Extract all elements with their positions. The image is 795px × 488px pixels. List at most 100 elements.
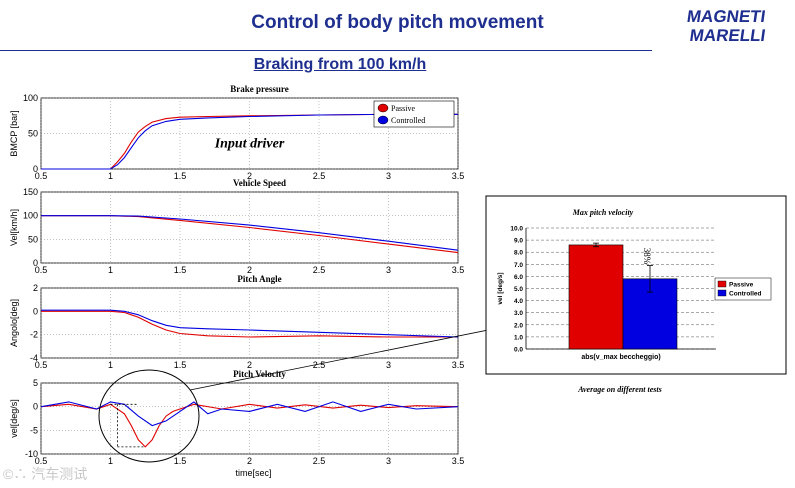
- x-tick-label: 2: [247, 265, 252, 275]
- legend-marker-passive: [377, 103, 389, 113]
- x-tick-label: 1.5: [174, 360, 187, 370]
- y-tick-label: 0: [33, 402, 38, 412]
- y-axis-label: BMCP [bar]: [9, 110, 19, 156]
- y-tick-label: -2: [30, 330, 38, 340]
- y-axis-label: Vel[km/h]: [9, 209, 19, 246]
- x-tick-label: 3.5: [452, 360, 465, 370]
- x-tick-label: 2.5: [313, 171, 326, 181]
- bar-y-tick-label: 1.0: [514, 334, 523, 341]
- x-tick-label: 0.5: [35, 360, 48, 370]
- bar-legend-box: [714, 277, 772, 301]
- bar-chart-title: Max pitch velocity: [572, 208, 634, 217]
- x-tick-label: 1.5: [174, 171, 187, 181]
- title-rule: [0, 50, 652, 51]
- y-tick-label: 0: [33, 164, 38, 174]
- y-tick-label: -10: [25, 449, 38, 459]
- bar-y-tick-label: 4.0: [514, 298, 523, 305]
- series-line-passive: [40, 403, 459, 448]
- plot-frame: [40, 382, 459, 455]
- legend-label-passive: Passive: [391, 104, 415, 113]
- bar-legend-marker-controlled: [717, 289, 727, 297]
- x-tick-label: 1: [108, 360, 113, 370]
- x-tick-label: 1: [108, 171, 113, 181]
- bar-y-tick-label: 5.0: [514, 286, 523, 293]
- legend-label-controlled: Controlled: [391, 116, 425, 125]
- x-tick-label: 0.5: [35, 265, 48, 275]
- bar-y-tick-label: 0.0: [514, 347, 523, 354]
- x-tick-label: 2: [247, 171, 252, 181]
- bar-legend-label-controlled: Controlled: [729, 291, 762, 298]
- y-tick-label: 50: [28, 129, 38, 139]
- bar-y-tick-label: 8.0: [514, 250, 523, 257]
- slide-subtitle: Braking from 100 km/h: [253, 56, 427, 73]
- y-tick-label: 5: [33, 378, 38, 388]
- bar-x-axis-label: abs(v_max beccheggio): [581, 354, 660, 361]
- x-tick-label: 1.5: [174, 265, 187, 275]
- bar-legend-marker-passive: [717, 280, 727, 288]
- bar-chart: Max pitch velocity 0.0 1.0 2.0 3.0 4.0 5.0 6.0 7…: [485, 195, 787, 394]
- y-tick-label: 100: [23, 93, 38, 103]
- y-tick-label: 0: [33, 258, 38, 268]
- x-tick-label: 2.5: [313, 456, 326, 466]
- magneti-marelli-logo: MAGNETI MARELLI: [686, 7, 767, 44]
- x-axis-label: time[sec]: [235, 468, 271, 478]
- bar-y-tick-label: 9.0: [514, 238, 523, 245]
- bar-legend-label-passive: Passive: [729, 282, 754, 289]
- x-tick-label: 3: [386, 456, 391, 466]
- series-line-controlled: [40, 401, 459, 427]
- x-tick-label: 3.5: [452, 456, 465, 466]
- y-axis-label: vel[deg/s]: [9, 399, 19, 438]
- y-tick-label: 2: [33, 283, 38, 293]
- x-tick-label: 3.5: [452, 265, 465, 275]
- bar-y-axis-label: vel [deg/s]: [497, 272, 504, 304]
- bar-y-tick-label: 10.0: [510, 226, 523, 233]
- watermark: ©∴ 汽车测试: [3, 466, 88, 482]
- legend-box: [373, 100, 455, 128]
- x-tick-label: 1.5: [174, 456, 187, 466]
- logo-line-1: MAGNETI: [686, 7, 767, 26]
- line-chart-1: 0.5 1 1.5 2 2.5 3 3.5 0 50 100 Brake pressure BMCP …: [9, 84, 464, 181]
- y-axis-label: Angolo[deg]: [9, 299, 19, 347]
- x-tick-label: 1: [108, 456, 113, 466]
- bar-y-tick-label: 3.0: [514, 310, 523, 317]
- chart-title: Pitch Velocity: [233, 369, 286, 379]
- line-chart-3: 0.5 1 1.5 2 2.5 3 3.5 -4 -2 0 2 Pitch Angle Angolo[d…: [9, 274, 464, 370]
- bar-chart-caption: Average on different tests: [577, 385, 661, 394]
- bar-y-tick-label: 7.0: [514, 262, 523, 269]
- x-tick-label: 3.5: [452, 171, 465, 181]
- highlight-circle: [98, 369, 200, 463]
- x-tick-label: 2: [247, 456, 252, 466]
- y-tick-label: 150: [23, 187, 38, 197]
- x-tick-label: 0.5: [35, 456, 48, 466]
- x-tick-label: 3: [386, 265, 391, 275]
- series-line-controlled: [41, 215, 459, 251]
- bar-y-tick-label: 6.0: [514, 274, 523, 281]
- chart-annotation: Input driver: [214, 137, 285, 152]
- chart-title: Vehicle Speed: [233, 178, 286, 188]
- x-tick-label: 3: [386, 360, 391, 370]
- chart-title: Pitch Angle: [237, 274, 281, 284]
- bar-y-tick-label: 2.0: [514, 322, 523, 329]
- x-tick-label: 1: [108, 265, 113, 275]
- slide-title: Control of body pitch movement: [251, 12, 544, 33]
- legend-marker-controlled: [377, 115, 389, 125]
- line-chart-2: 0.5 1 1.5 2 2.5 3 3.5 0 50 100 150 Vehicle Speed Vel…: [9, 178, 464, 275]
- bar-annotation: 38%: [642, 248, 652, 265]
- line-chart-4: 0.5 1 1.5 2 2.5 3 3.5 -10 -5 0 5 Pitch Velocity vel[…: [9, 369, 464, 478]
- plot-frame: [40, 287, 459, 359]
- y-tick-label: 100: [23, 211, 38, 221]
- x-tick-label: 2.5: [313, 265, 326, 275]
- x-tick-label: 2: [247, 360, 252, 370]
- logo-line-2: MARELLI: [688, 26, 766, 44]
- chart-title: Brake pressure: [230, 84, 288, 94]
- y-tick-label: 0: [33, 306, 38, 316]
- y-tick-label: 50: [28, 234, 38, 244]
- x-tick-label: 3: [386, 171, 391, 181]
- x-tick-label: 0.5: [35, 171, 48, 181]
- bar-passive: [568, 244, 624, 350]
- y-tick-label: -5: [30, 425, 38, 435]
- series-line-controlled: [41, 113, 458, 170]
- series-line-passive: [41, 310, 458, 338]
- series-line-controlled: [41, 309, 459, 338]
